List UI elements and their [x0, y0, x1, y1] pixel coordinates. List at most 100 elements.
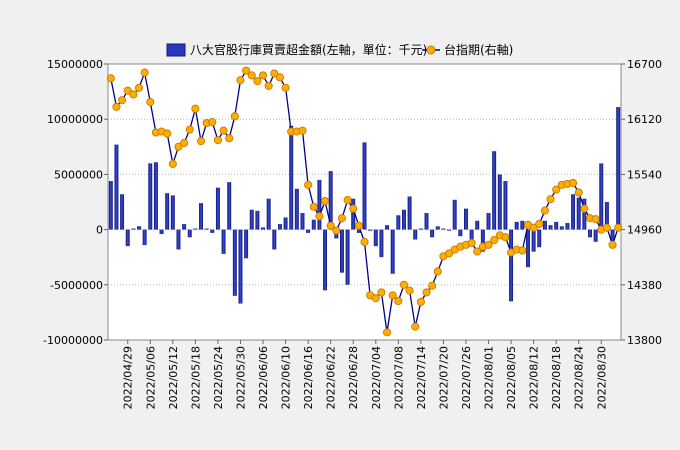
bar	[182, 224, 187, 230]
line-point	[580, 204, 589, 213]
line-point	[304, 180, 313, 189]
bar	[610, 229, 615, 247]
x-tick-label: 2022/08/05	[505, 346, 518, 409]
line-point	[247, 71, 256, 80]
line-point	[134, 83, 144, 92]
left-axis: 15000000 10000000 5000000 0 -5000000 -1000000…	[43, 58, 108, 347]
bar	[565, 222, 570, 230]
left-tick-label: -5000000	[50, 279, 103, 292]
bar	[294, 188, 299, 230]
line-point	[253, 77, 262, 86]
bar	[199, 203, 203, 230]
bar	[210, 229, 215, 233]
bar	[272, 229, 277, 250]
bar	[170, 195, 175, 230]
line-series	[106, 66, 623, 337]
bar	[131, 228, 136, 230]
x-tick-label: 2022/07/20	[437, 346, 450, 409]
bar	[480, 229, 485, 252]
line-point	[180, 138, 189, 148]
line-point	[569, 178, 578, 188]
left-tick-label: 5000000	[54, 168, 103, 181]
line-point	[501, 233, 510, 242]
bar	[413, 229, 418, 240]
line-point	[208, 118, 217, 127]
bar	[215, 187, 220, 230]
bar	[401, 209, 406, 230]
bar	[418, 228, 423, 230]
bar	[509, 229, 514, 302]
bar	[244, 229, 249, 259]
bar	[571, 194, 576, 230]
bar-series	[108, 107, 621, 304]
bar	[368, 229, 373, 231]
bar	[458, 229, 463, 237]
line-point	[371, 294, 380, 303]
line-point	[405, 286, 414, 295]
bar	[441, 228, 446, 230]
bar	[165, 193, 170, 230]
bar	[559, 226, 564, 230]
line-point	[191, 104, 200, 113]
bar	[526, 229, 530, 268]
bar	[125, 229, 130, 247]
line-point	[326, 221, 335, 230]
line-point	[428, 281, 437, 290]
line-point	[337, 214, 347, 223]
legend-swatch-bar	[166, 43, 186, 57]
bar	[542, 220, 547, 230]
bar	[153, 162, 158, 230]
line-point	[518, 246, 527, 255]
bar	[277, 224, 282, 230]
bar	[227, 182, 232, 230]
bar	[289, 125, 294, 230]
x-tick-label: 2022/08/12	[528, 346, 541, 409]
line-point	[574, 188, 583, 197]
bar	[514, 221, 519, 230]
line-point	[112, 102, 121, 111]
bar	[492, 151, 497, 230]
left-tick-label: 0	[96, 224, 103, 237]
line-point	[332, 226, 341, 235]
line-point	[281, 83, 290, 92]
line-point	[315, 212, 324, 221]
line-point	[174, 142, 183, 151]
line-point	[168, 159, 177, 168]
bar	[120, 194, 125, 230]
line-point	[529, 223, 538, 232]
line-point	[230, 112, 239, 121]
bar	[317, 179, 322, 230]
bar	[328, 171, 333, 230]
x-tick-label: 2022/05/12	[167, 346, 180, 409]
x-tick-label: 2022/04/29	[122, 346, 135, 409]
bar	[379, 229, 384, 258]
right-tick-label: 14960	[627, 224, 662, 237]
x-tick-label: 2022/07/04	[370, 346, 383, 409]
line-point	[377, 288, 386, 297]
bar	[300, 213, 305, 230]
bar	[531, 229, 536, 252]
bar	[475, 220, 480, 230]
bar	[576, 197, 581, 230]
line-point	[608, 240, 617, 249]
line-point	[422, 288, 431, 297]
x-tick-label: 2022/05/30	[234, 346, 247, 409]
bar	[537, 229, 542, 248]
x-tick-label: 2022/07/14	[415, 346, 428, 409]
bar	[424, 213, 429, 230]
right-axis: 16700 16120 15540 14960 14380 13800	[621, 58, 662, 347]
bar	[356, 229, 361, 233]
bar	[306, 229, 311, 233]
left-tick-label: 10000000	[47, 113, 103, 126]
legend-label-bar: 八大官股行庫買賣超金額(左軸，單位：千元)	[190, 42, 427, 57]
x-tick-label: 2022/05/18	[189, 346, 202, 409]
line-point	[140, 68, 149, 77]
line-point	[416, 297, 425, 306]
bar	[137, 226, 141, 230]
bar	[430, 229, 435, 238]
line-point	[552, 185, 561, 194]
left-tick-label: 15000000	[47, 58, 103, 71]
right-tick-label: 13800	[627, 334, 662, 347]
line-point	[399, 280, 409, 289]
